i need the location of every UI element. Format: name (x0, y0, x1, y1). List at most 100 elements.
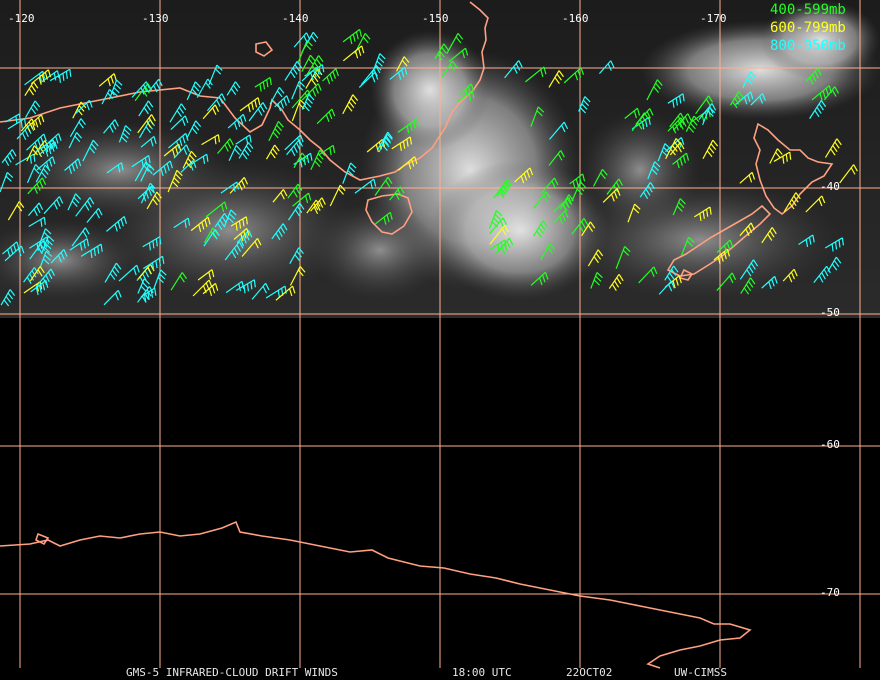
wind-barb (824, 86, 839, 101)
wind-barb (205, 201, 228, 218)
wind-barb (220, 181, 239, 194)
wind-barb (680, 236, 695, 257)
wind-barb (206, 93, 226, 112)
wind-barb (397, 118, 420, 134)
wind-barb (75, 197, 95, 217)
wind-barb (28, 216, 46, 228)
wind-barb (69, 238, 90, 251)
wind-barb (798, 234, 815, 247)
wind-barb (292, 192, 312, 207)
wind-barb (50, 249, 68, 264)
wind-barb (342, 45, 365, 62)
wind-barb (137, 114, 156, 134)
wind-barb (293, 152, 308, 169)
wind-barb (809, 100, 827, 119)
wind-barb (669, 112, 685, 128)
wind-barb (533, 191, 551, 209)
wind-barb (553, 210, 569, 224)
wind-barb (305, 68, 323, 89)
wind-barb (72, 101, 87, 119)
wind-barb (489, 225, 509, 245)
wind-barb (235, 134, 252, 145)
wind-barb (190, 216, 211, 233)
wind-barb (214, 212, 230, 230)
caption-product: GMS-5 INFRARED-CLOUD DRIFT WINDS (126, 666, 338, 679)
wind-barb (805, 195, 826, 213)
wind-barb (254, 76, 272, 92)
wind-barb (658, 280, 675, 295)
wind-barb (694, 206, 712, 222)
wind-barb (131, 81, 151, 98)
wind-barb (646, 79, 663, 101)
wind-barb (750, 93, 766, 106)
antarctica-coast (0, 520, 752, 669)
wind-barb (140, 287, 157, 303)
wind-barb (306, 199, 321, 214)
wind-barb (2, 241, 20, 258)
wind-barb (371, 53, 386, 75)
wind-barb (274, 95, 290, 112)
wind-barb (0, 171, 14, 193)
wind-barb (27, 177, 47, 195)
wind-barb (170, 115, 189, 130)
wind-barb (571, 218, 589, 235)
wind-barb (251, 282, 270, 300)
wind-barb (197, 269, 215, 281)
wind-barb (269, 87, 285, 105)
wind-barb (284, 61, 302, 81)
wind-barb (559, 194, 574, 212)
wind-barb (186, 81, 201, 101)
wind-barb (581, 221, 596, 237)
wind-barb (740, 277, 756, 295)
wind-barb (301, 83, 322, 101)
wind-barb (716, 239, 734, 253)
longitude-label: -140 (282, 12, 309, 25)
wind-barb (739, 259, 759, 280)
wind-barb (29, 266, 45, 282)
wind-barb (549, 121, 569, 140)
wind-barb (548, 150, 565, 166)
wind-barb (1, 149, 17, 166)
wind-barb (635, 108, 654, 125)
wind-barb (224, 241, 244, 261)
wind-barb (374, 176, 393, 196)
wind-barb (824, 138, 842, 158)
wind-barb (208, 64, 223, 86)
wind-barb (739, 222, 755, 237)
wind-barb (131, 155, 151, 168)
wind-barb (377, 131, 393, 150)
wind-barb (293, 32, 311, 48)
wind-barb (396, 56, 410, 72)
wind-barb (226, 81, 241, 96)
wind-barb (241, 237, 262, 257)
wind-barb (457, 90, 475, 102)
wind-barb (67, 193, 82, 211)
wind-barb (446, 32, 464, 54)
wind-barb (272, 189, 288, 203)
wind-barb (39, 250, 53, 269)
wind-barb (608, 273, 624, 291)
longitude-label: -160 (562, 12, 589, 25)
wind-barb (118, 264, 140, 282)
wind-barb (578, 96, 591, 114)
wind-barb (163, 143, 182, 157)
legend-600-799: 600-799mb (770, 20, 846, 36)
wind-barb (354, 178, 377, 194)
wind-barb (434, 43, 449, 61)
wind-barb (239, 97, 261, 113)
latitude-label: -50 (820, 306, 840, 319)
latitude-label: -60 (820, 438, 840, 451)
wind-barb (41, 235, 55, 254)
longitude-label: -120 (8, 12, 35, 25)
wind-barb (761, 275, 778, 290)
wind-barb (27, 202, 44, 217)
wind-barb (729, 91, 744, 109)
wind-barb (305, 55, 324, 76)
wind-barb (49, 68, 72, 83)
wind-barb (287, 183, 303, 199)
wind-barb (23, 267, 39, 284)
wind-barb (496, 181, 511, 199)
wind-barb (448, 47, 469, 63)
